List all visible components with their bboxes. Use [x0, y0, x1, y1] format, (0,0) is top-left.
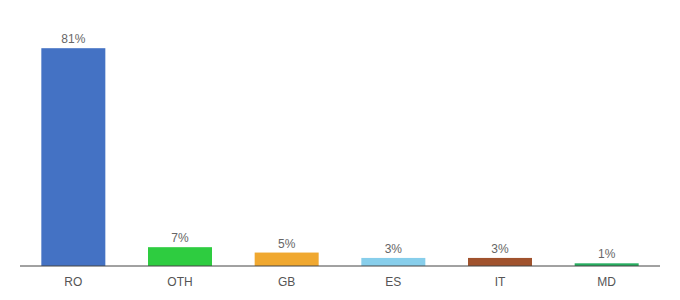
- bar: [361, 258, 425, 266]
- x-tick-label: GB: [278, 275, 295, 289]
- data-label: 81%: [61, 32, 85, 46]
- data-label: 3%: [491, 242, 509, 256]
- x-tick-label: OTH: [167, 275, 192, 289]
- x-tick-label: IT: [495, 275, 506, 289]
- chart-container: 81% 7% 5% 3% 3% 1% RO OTH GB ES IT MD: [0, 0, 680, 300]
- data-label: 5%: [278, 237, 296, 251]
- x-tick-label: MD: [597, 275, 616, 289]
- bar: [41, 48, 105, 266]
- chart: 81% 7% 5% 3% 3% 1% RO OTH GB ES IT MD: [0, 0, 680, 300]
- x-tick-label: RO: [64, 275, 82, 289]
- data-label: 3%: [385, 242, 403, 256]
- data-label: 7%: [171, 231, 189, 245]
- bar: [468, 258, 532, 266]
- data-labels: 81% 7% 5% 3% 3% 1%: [61, 32, 615, 261]
- x-tick-label: ES: [385, 275, 401, 289]
- bars: [41, 48, 638, 266]
- x-tick-labels: RO OTH GB ES IT MD: [64, 275, 616, 289]
- x-axis-line: [20, 266, 660, 267]
- bar: [255, 253, 319, 266]
- bar: [148, 247, 212, 266]
- data-label: 1%: [598, 247, 616, 261]
